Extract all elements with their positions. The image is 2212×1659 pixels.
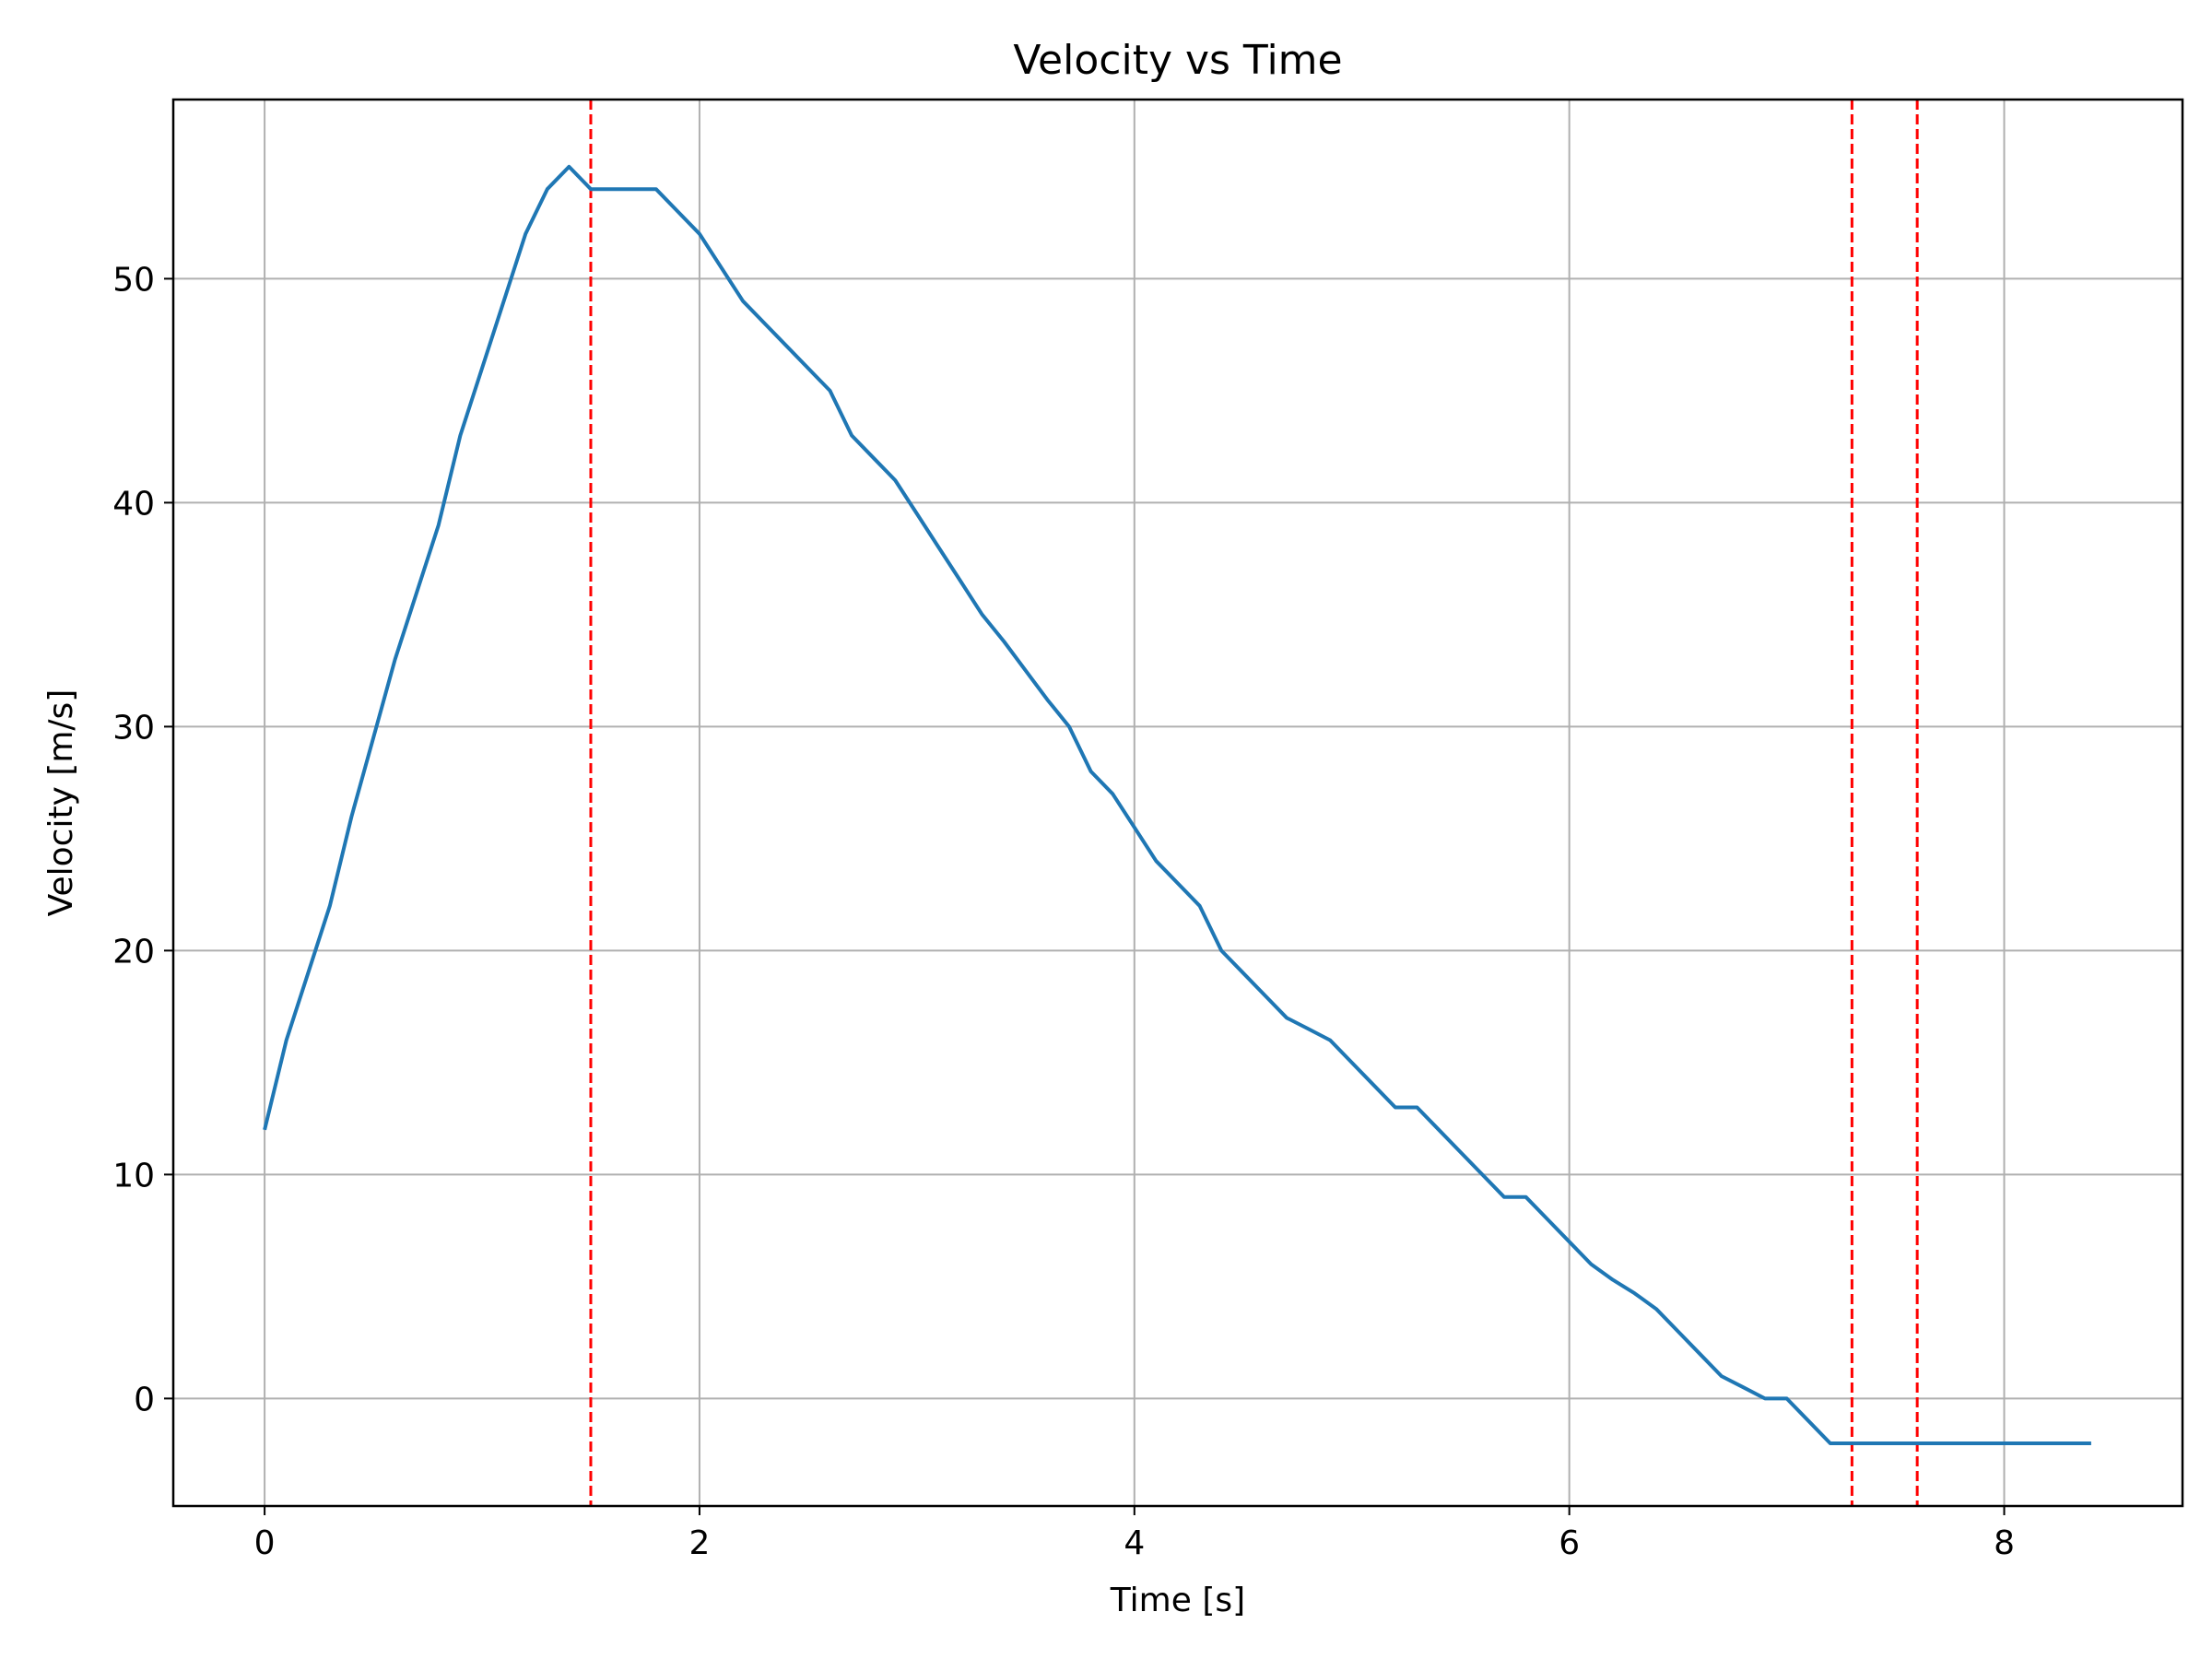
- y-tick-label: 50: [112, 261, 155, 299]
- plot-frame: [171, 98, 2184, 1508]
- y-tick-label: 10: [112, 1157, 155, 1194]
- x-tick-label: 4: [1124, 1524, 1145, 1562]
- y-tick-label: 0: [134, 1381, 155, 1418]
- y-tick-label: 30: [112, 709, 155, 747]
- grid-lines: [173, 100, 2183, 1506]
- axis-ticks: 0 2 4 6 8 0 10 20 30 40 50: [112, 261, 2015, 1562]
- y-tick-label: 40: [112, 485, 155, 523]
- y-tick-label: 20: [112, 933, 155, 971]
- marker-lines: [589, 100, 1919, 1506]
- velocity-series-line: [263, 164, 2091, 1445]
- x-tick-label: 2: [688, 1524, 710, 1562]
- series-layer: [263, 164, 2091, 1445]
- x-tick-label: 0: [254, 1524, 276, 1562]
- x-axis-label: Time [s]: [1110, 1582, 1245, 1619]
- chart-title: Velocity vs Time: [1013, 37, 1342, 84]
- x-tick-label: 8: [1994, 1524, 2015, 1562]
- x-tick-label: 6: [1559, 1524, 1580, 1562]
- y-axis-label: Velocity [m/s]: [42, 689, 80, 917]
